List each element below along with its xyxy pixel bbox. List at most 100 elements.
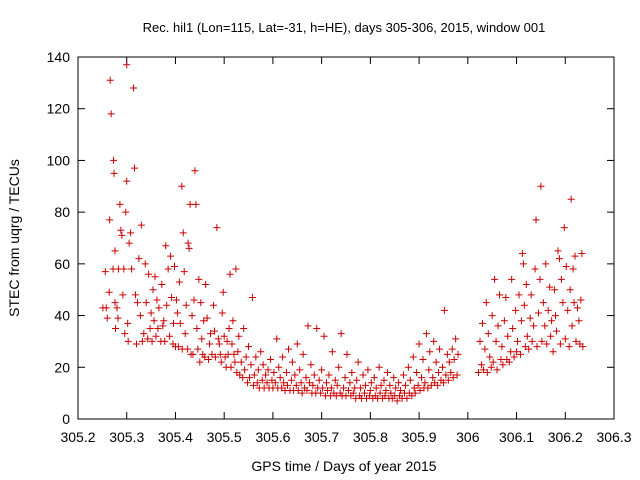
data-point	[513, 348, 521, 356]
data-point	[197, 299, 205, 307]
data-point	[346, 379, 354, 387]
data-point	[294, 387, 302, 395]
data-point	[159, 322, 167, 330]
data-point	[502, 293, 510, 301]
data-point	[531, 265, 539, 273]
data-point	[332, 392, 340, 400]
y-axis: 0 20 40 60 80 100 120 140	[47, 49, 614, 427]
data-point	[210, 327, 218, 335]
data-point	[541, 322, 549, 330]
data-point	[288, 358, 296, 366]
data-point	[215, 340, 223, 348]
data-point	[500, 317, 508, 325]
data-point	[239, 374, 247, 382]
data-point	[209, 301, 217, 309]
data-point	[515, 291, 523, 299]
y-tick-label: 20	[54, 359, 70, 375]
data-point	[353, 376, 361, 384]
data-point	[189, 350, 197, 358]
data-point	[113, 304, 121, 312]
data-point	[505, 358, 513, 366]
data-point	[158, 281, 166, 289]
data-point	[293, 340, 301, 348]
x-tick-label: 305.4	[158, 429, 193, 445]
data-point	[516, 350, 524, 358]
data-point	[170, 262, 178, 270]
data-point	[119, 291, 127, 299]
data-point	[577, 296, 585, 304]
data-point	[442, 371, 450, 379]
data-point	[173, 309, 181, 317]
data-point	[123, 61, 131, 69]
data-point	[425, 366, 433, 374]
data-point	[202, 281, 210, 289]
data-point	[101, 268, 109, 276]
data-point	[348, 368, 356, 376]
data-point	[310, 371, 318, 379]
data-point	[229, 317, 237, 325]
data-point	[213, 224, 221, 232]
data-point	[492, 337, 500, 345]
y-tick-label: 40	[54, 308, 70, 324]
data-point	[137, 221, 145, 229]
data-point	[283, 368, 291, 376]
data-point	[349, 389, 357, 397]
data-point	[570, 299, 578, 307]
data-point	[555, 255, 563, 263]
data-point	[186, 200, 194, 208]
data-point	[341, 374, 349, 382]
data-point	[440, 306, 448, 314]
data-point	[168, 293, 176, 301]
data-point	[196, 358, 204, 366]
data-point	[372, 384, 380, 392]
data-point	[361, 381, 369, 389]
data-point	[216, 350, 224, 358]
data-point	[224, 350, 232, 358]
data-point	[484, 330, 492, 338]
data-point	[184, 239, 192, 247]
data-point	[232, 265, 240, 273]
data-point	[476, 337, 484, 345]
data-point	[325, 371, 333, 379]
data-point	[161, 337, 169, 345]
data-point	[257, 348, 265, 356]
data-point	[242, 353, 250, 361]
data-point	[450, 356, 458, 364]
data-point	[340, 384, 348, 392]
data-point	[320, 332, 328, 340]
data-point	[128, 265, 136, 273]
data-point	[179, 229, 187, 237]
data-point	[403, 394, 411, 402]
data-point	[509, 325, 517, 332]
data-point	[557, 275, 565, 283]
data-points	[99, 61, 587, 405]
data-point	[352, 394, 360, 402]
data-point	[552, 312, 560, 320]
data-point	[102, 304, 110, 312]
data-point	[454, 350, 462, 358]
x-tick-label: 305.3	[109, 429, 144, 445]
data-point	[370, 374, 378, 382]
data-point	[127, 229, 135, 237]
data-point	[162, 242, 170, 250]
data-point	[254, 366, 262, 374]
data-point	[343, 350, 351, 358]
data-point	[214, 335, 222, 343]
data-point	[333, 381, 341, 389]
data-point	[194, 345, 202, 353]
data-point	[276, 374, 284, 382]
data-point	[211, 353, 219, 361]
data-point	[543, 340, 551, 348]
x-tick-label: 305.2	[60, 429, 95, 445]
data-point	[493, 366, 501, 374]
y-tick-label: 0	[62, 411, 70, 427]
data-point	[118, 231, 126, 239]
data-point	[307, 361, 315, 369]
data-point	[240, 325, 248, 332]
data-point	[309, 381, 317, 389]
data-point	[135, 255, 143, 263]
data-point	[280, 379, 288, 387]
data-point	[279, 353, 287, 361]
y-axis-label: STEC from uqrg / TECUs	[6, 159, 22, 317]
data-point	[163, 301, 171, 309]
